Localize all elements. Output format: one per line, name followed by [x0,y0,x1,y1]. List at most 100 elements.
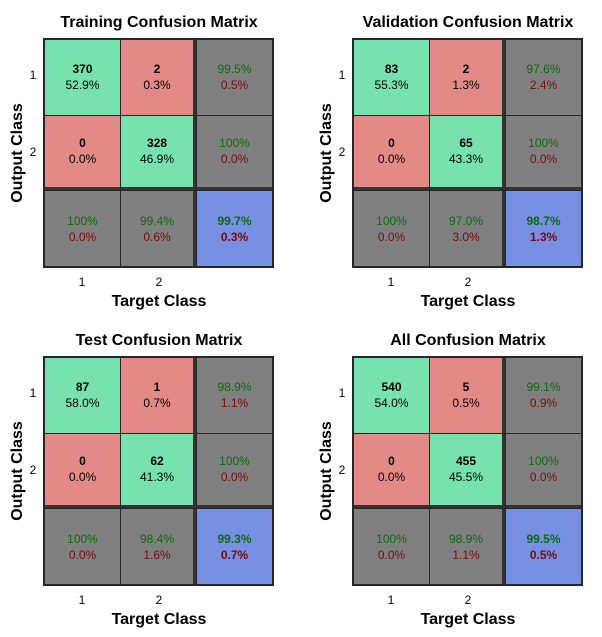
percent-wrong: 3.0% [452,229,480,244]
cell-percent: 0.5% [452,396,480,411]
percent-correct: 100% [219,454,250,469]
x-tick-label: 2 [155,593,163,607]
column-summary-cell: 98.4% 1.6% [121,509,196,584]
confusion-matrix-panel: All Confusion Matrix Output Class 540 54.0%… [309,318,602,636]
cell-count: 0 [79,454,86,469]
cell-count: 0 [388,454,395,469]
percent-correct: 100% [376,531,407,546]
misclassified-count-cell: 0 0.0% [354,433,429,509]
x-axis-label: Target Class [111,293,207,310]
y-tick-label: 2 [29,145,37,159]
cell-count: 2 [462,62,470,77]
row-summary-cell: 99.5% 0.5% [197,40,272,115]
cell-percent: 0.0% [68,470,97,485]
percent-wrong: 0.0% [529,470,558,485]
percent-correct: 100% [219,136,250,151]
percent-wrong: 0.0% [220,152,249,167]
misclassified-count-cell: 0 0.0% [45,115,120,191]
misclassified-count-cell: 5 0.5% [430,358,505,433]
percent-correct: 99.7% [217,213,252,228]
percent-correct: 99.3% [217,531,252,546]
percent-wrong: 0.0% [68,229,97,244]
correct-count-cell: 328 46.9% [121,115,196,191]
percent-wrong: 0.5% [220,78,249,93]
percent-wrong: 0.0% [377,229,406,244]
percent-wrong: 0.9% [529,396,558,411]
y-tick-label: 1 [338,386,346,400]
cell-percent: 0.0% [377,470,406,485]
misclassified-count-cell: 1 0.7% [121,358,196,433]
correct-count-cell: 87 58.0% [45,358,120,433]
y-tick-label: 1 [338,68,346,82]
correct-count-cell: 540 54.0% [354,358,429,433]
y-axis-label: Output Class [9,421,26,521]
cell-percent: 43.3% [448,152,484,167]
row-summary-cell: 99.1% 0.9% [506,358,581,433]
x-axis-label: Target Class [111,611,207,628]
cell-percent: 58.0% [65,396,100,411]
x-tick-label: 1 [387,275,395,289]
cell-count: 370 [72,62,93,77]
y-axis-label: Output Class [318,103,335,203]
cell-percent: 0.0% [377,152,406,167]
column-summary-cell: 99.4% 0.6% [121,191,196,266]
column-summary-cell: 100% 0.0% [45,509,120,584]
percent-wrong: 0.0% [220,470,249,485]
cell-count: 65 [459,136,473,151]
chart-title: Test Confusion Matrix [75,332,243,349]
percent-wrong: 0.0% [377,547,406,562]
x-tick-label: 2 [464,593,472,607]
percent-correct: 99.5% [526,531,561,546]
row-summary-cell: 100% 0.0% [506,433,581,509]
y-tick-label: 2 [338,145,346,159]
misclassified-count-cell: 2 1.3% [430,40,505,115]
correct-count-cell: 370 52.9% [45,40,120,115]
y-tick-label: 1 [29,386,37,400]
row-summary-cell: 100% 0.0% [197,115,272,191]
cell-percent: 45.5% [448,470,484,485]
percent-correct: 100% [376,213,407,228]
misclassified-count-cell: 0 0.0% [354,115,429,191]
misclassified-count-cell: 0 0.0% [45,433,120,509]
row-summary-cell: 98.9% 1.1% [197,358,272,433]
cell-percent: 55.3% [374,78,409,93]
cell-percent: 41.3% [139,470,175,485]
percent-correct: 100% [67,531,98,546]
matrix-grid: 370 52.9% 2 0.3% 99.5% 0.5% 0 0.0% 328 46.9% 100% 0… [43,38,274,268]
percent-wrong: 1.1% [452,547,480,562]
y-tick-label: 1 [29,68,37,82]
x-axis-label: Target Class [420,293,516,310]
percent-correct: 98.4% [139,531,175,546]
percent-correct: 100% [67,213,98,228]
cell-count: 87 [75,380,90,395]
percent-correct: 98.9% [217,380,252,395]
chart-title: All Confusion Matrix [390,332,546,349]
x-axis-label: Target Class [420,611,516,628]
chart-title: Validation Confusion Matrix [362,14,574,31]
cell-percent: 54.0% [374,396,409,411]
cell-count: 0 [79,136,86,151]
overall-accuracy-cell: 98.7% 1.3% [506,191,581,266]
row-summary-cell: 100% 0.0% [506,115,581,191]
cell-count: 62 [150,454,164,469]
percent-correct: 97.0% [448,213,484,228]
cell-percent: 1.3% [452,78,480,93]
percent-correct: 99.1% [526,380,561,395]
correct-count-cell: 83 55.3% [354,40,429,115]
misclassified-count-cell: 2 0.3% [121,40,196,115]
correct-count-cell: 65 43.3% [430,115,505,191]
cell-count: 83 [384,62,399,77]
confusion-matrix-panel: Training Confusion Matrix Output Class 370… [0,0,300,318]
percent-correct: 99.4% [139,213,175,228]
matrix-grid: 540 54.0% 5 0.5% 99.1% 0.9% 0 0.0% 455 45.5% 100% 0… [352,356,583,586]
x-tick-label: 2 [464,275,472,289]
cell-count: 455 [455,454,477,469]
y-tick-label: 2 [29,463,37,477]
percent-wrong: 1.6% [143,547,171,562]
percent-correct: 100% [528,136,559,151]
percent-correct: 98.7% [526,213,561,228]
cell-count: 0 [388,136,395,151]
percent-correct: 98.9% [448,531,484,546]
percent-correct: 97.6% [526,62,561,77]
percent-wrong: 0.7% [220,547,249,562]
